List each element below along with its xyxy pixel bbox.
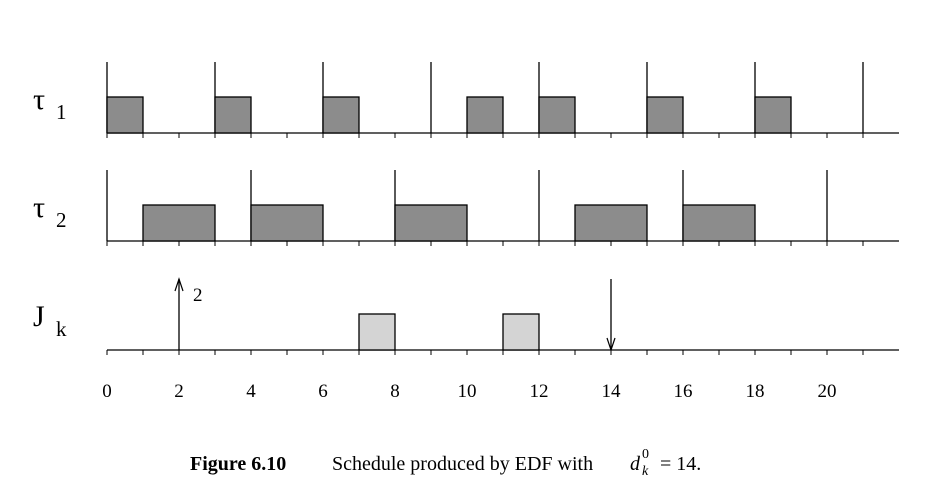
job-box xyxy=(574,204,648,242)
row-subscript: 2 xyxy=(56,208,67,232)
caption-sub: k xyxy=(642,464,649,479)
caption-label: Figure 6.10 xyxy=(190,453,286,475)
job-box xyxy=(646,96,684,134)
arrow-head xyxy=(174,277,184,292)
job-box xyxy=(142,204,216,242)
x-tick-label: 10 xyxy=(458,381,477,402)
job-box xyxy=(754,96,792,134)
x-tick-label: 14 xyxy=(602,381,622,402)
x-tick-label: 16 xyxy=(674,381,693,402)
x-tick-label: 12 xyxy=(530,381,549,402)
job-box xyxy=(106,96,144,134)
arrow-head xyxy=(606,337,616,352)
caption-sup: 0 xyxy=(642,447,649,462)
job-box xyxy=(538,96,576,134)
row-subscript: 1 xyxy=(56,100,67,124)
job-box xyxy=(214,96,252,134)
caption-text: Schedule produced by EDF with xyxy=(332,453,593,475)
job-box xyxy=(250,204,324,242)
job-box xyxy=(394,204,468,242)
caption-rest: = 14. xyxy=(660,453,701,475)
job-box xyxy=(466,96,504,134)
row-subscript: k xyxy=(56,317,67,341)
job-box xyxy=(322,96,360,134)
x-tick-label: 0 xyxy=(102,381,112,402)
row-symbol: J xyxy=(33,300,45,333)
x-tick-label: 20 xyxy=(818,381,837,402)
job-box xyxy=(682,204,756,242)
job-box xyxy=(358,313,396,351)
caption: Figure 6.10 Schedule produced by EDF wit… xyxy=(190,441,701,480)
caption-var: d xyxy=(630,453,641,475)
wcet-label: 2 xyxy=(193,285,203,306)
x-tick-label: 18 xyxy=(746,381,765,402)
x-tick-label: 6 xyxy=(318,381,328,402)
row-symbol: τ xyxy=(33,191,45,224)
x-tick-label: 8 xyxy=(390,381,400,402)
row-symbol: τ xyxy=(33,83,45,116)
x-tick-label: 2 xyxy=(174,381,184,402)
x-tick-label: 4 xyxy=(246,381,256,402)
job-box xyxy=(502,313,540,351)
